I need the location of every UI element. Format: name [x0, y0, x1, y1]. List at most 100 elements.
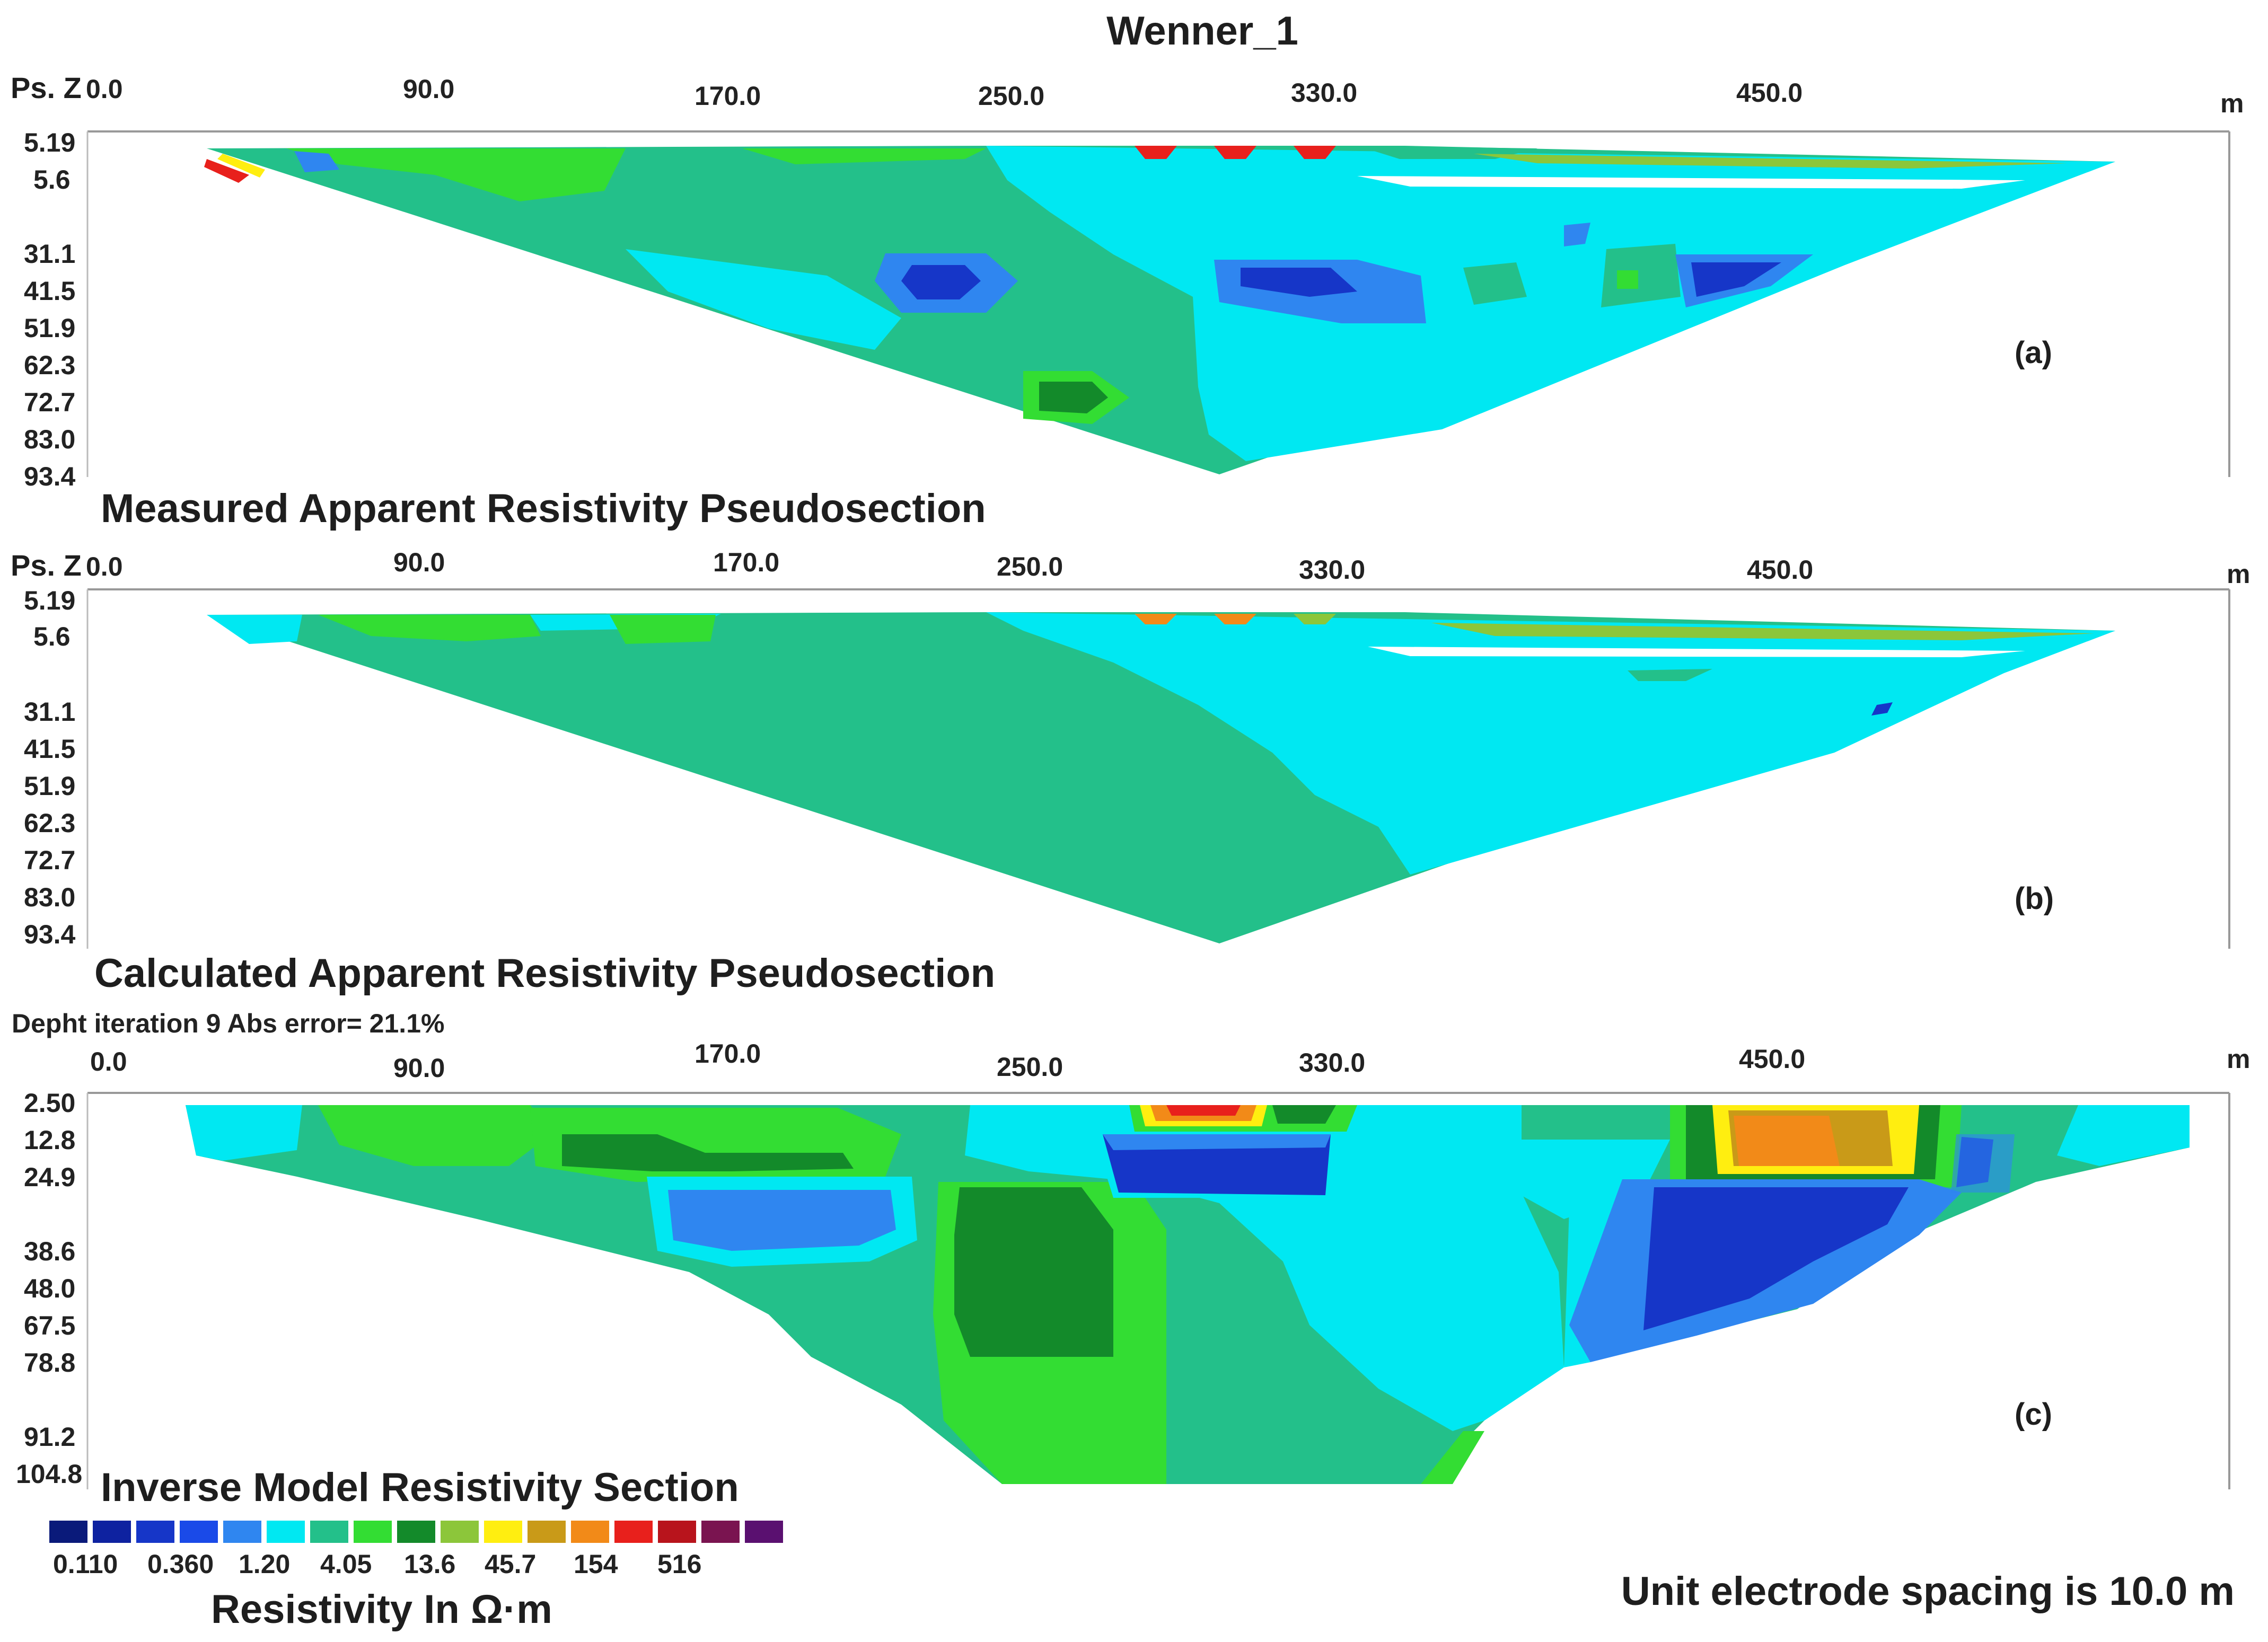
- legend-swatch: [744, 1520, 784, 1544]
- panel-b-x-tick: 0.0: [86, 552, 123, 581]
- panel-c-section: [186, 1105, 2190, 1484]
- panel-c-x-tick: 170.0: [695, 1039, 761, 1069]
- panel-a-region-low: [986, 146, 2115, 461]
- legend-swatch: [222, 1520, 262, 1544]
- panel-a-depth-tick: 31.1: [24, 239, 75, 269]
- panel-a-x-unit: m: [2220, 89, 2244, 118]
- panel-a-x-tick: 330.0: [1291, 78, 1357, 108]
- color-legend: 0.110 0.360 1.20 4.05 13.6 45.7 154 516 …: [48, 1520, 784, 1632]
- panel-b-x-tick: 90.0: [393, 548, 445, 577]
- panel-a-caption: Measured Apparent Resistivity Pseudosect…: [101, 486, 986, 531]
- panel-b-x-tick: 330.0: [1299, 555, 1365, 585]
- electrode-spacing-note: Unit electrode spacing is 10.0 m: [1621, 1569, 2235, 1614]
- legend-tick-label: 4.05: [320, 1549, 372, 1579]
- legend-tick-label: 13.6: [404, 1549, 455, 1579]
- panel-a-depth-tick: 72.7: [24, 387, 75, 417]
- panel-a-region-very-low: [1691, 262, 1781, 297]
- panel-a-region-high-blue: [1564, 223, 1590, 246]
- legend-tick-label: 0.360: [147, 1549, 214, 1579]
- panel-a-section: [204, 146, 2115, 474]
- panel-a-region-low: [626, 249, 901, 350]
- panel-a-depth-axis-label: Ps. Z: [11, 71, 82, 104]
- panel-a-depth-tick: 5.19: [24, 128, 75, 157]
- panel-b-hot-spot: [1294, 614, 1336, 624]
- panel-b-x-tick: 170.0: [713, 548, 779, 577]
- panel-b-depth-tick: 72.7: [24, 845, 75, 875]
- panel-b-caption: Calculated Apparent Resistivity Pseudose…: [94, 951, 995, 996]
- panel-a-depth-ticks: 5.19 5.6 31.1 41.5 51.9 62.3 72.7 83.0 9…: [24, 128, 76, 491]
- panel-b-region-green: [610, 615, 716, 644]
- panel-a-x-tick: 170.0: [695, 81, 761, 111]
- legend-tick-label: 0.110: [53, 1549, 118, 1579]
- panel-c-region-dark-green: [562, 1134, 854, 1171]
- panel-c-depth-tick: 24.9: [24, 1162, 75, 1192]
- legend-swatch: [179, 1520, 219, 1544]
- panel-a-region-very-low: [1241, 268, 1357, 297]
- legend-swatch: [135, 1520, 175, 1544]
- panel-c-x-tick: 330.0: [1299, 1048, 1365, 1078]
- panel-b-depth-tick: 5.19: [24, 586, 75, 615]
- legend-swatch: [700, 1520, 741, 1544]
- panel-a-x-tick: 90.0: [403, 74, 454, 104]
- panel-c-depth-ticks: 2.50 12.8 24.9 38.6 48.0 67.5 78.8 91.2 …: [16, 1088, 82, 1489]
- panel-c-depth-tick: 91.2: [24, 1422, 75, 1452]
- panel-a-hot-spot: [217, 154, 265, 178]
- panel-c-caption: Inverse Model Resistivity Section: [101, 1465, 739, 1510]
- legend-swatch: [526, 1520, 567, 1544]
- legend-swatch: [396, 1520, 436, 1544]
- panel-c-x-unit: m: [2227, 1044, 2250, 1074]
- panel-c-region-high-blue: [1951, 1134, 2015, 1193]
- panel-c-region-green: [1421, 1431, 1484, 1484]
- panel-c-x-tick: 250.0: [997, 1052, 1063, 1082]
- legend-tick-label: 1.20: [239, 1549, 290, 1579]
- panel-b-region-medium: [1628, 669, 1712, 681]
- legend-swatch: [48, 1520, 89, 1544]
- panel-b-depth-tick: 83.0: [24, 882, 75, 912]
- panel-b-x-unit: m: [2227, 559, 2250, 589]
- panel-a-region-green: [286, 148, 626, 201]
- panel-b: Ps. Z 0.0 90.0 170.0 250.0 330.0 450.0 m…: [11, 548, 2250, 996]
- panel-a: Ps. Z 0.0 90.0 170.0 250.0 330.0 450.0 m…: [11, 71, 2244, 531]
- panel-c-depth-tick: 12.8: [24, 1125, 75, 1155]
- legend-swatch: [657, 1520, 697, 1544]
- panel-c-region-red: [1166, 1105, 1241, 1116]
- panel-a-region-very-low: [901, 265, 981, 299]
- panel-c-depth-tick: 38.6: [24, 1237, 75, 1266]
- panel-a-shallow-blue: [294, 151, 339, 172]
- legend-tick-labels: 0.110 0.360 1.20 4.05 13.6 45.7 154 516: [53, 1549, 701, 1579]
- panel-a-hot-spot: [1294, 146, 1336, 159]
- legend-swatch: [266, 1520, 306, 1544]
- panel-a-hot-spot: [1214, 146, 1256, 159]
- panel-b-hot-spot: [1135, 614, 1177, 624]
- panel-c-region-very-low: [1643, 1187, 1909, 1330]
- panel-b-x-ticks: 0.0 90.0 170.0 250.0 330.0 450.0 m: [86, 548, 2250, 589]
- panel-c-x-tick: 90.0: [393, 1053, 445, 1083]
- legend-title: Resistivity In Ω·m: [211, 1587, 552, 1632]
- legend-swatch: [613, 1520, 654, 1544]
- panel-b-depth-tick: 51.9: [24, 771, 75, 801]
- panel-a-region-medium: [1463, 262, 1527, 305]
- panel-b-depth-tick: 62.3: [24, 808, 75, 838]
- panel-b-depth-tick: 93.4: [24, 920, 76, 949]
- legend-swatch: [570, 1520, 610, 1544]
- panel-b-depth-ticks: 5.19 5.6 31.1 41.5 51.9 62.3 72.7 83.0 9…: [24, 586, 76, 949]
- panel-b-region-high-blue: [1871, 702, 1893, 716]
- legend-swatch: [483, 1520, 523, 1544]
- panel-a-region-cut: [1357, 176, 2025, 189]
- legend-tick-label: 154: [574, 1549, 618, 1579]
- panel-a-x-ticks: 0.0 90.0 170.0 250.0 330.0 450.0 m: [86, 74, 2244, 118]
- panel-b-section: [207, 612, 2115, 943]
- panel-b-region-green: [318, 615, 541, 641]
- panel-c-region-low: [965, 1105, 1564, 1431]
- legend-swatch: [439, 1520, 480, 1544]
- panel-c-region-high-blue: [668, 1190, 896, 1251]
- panel-a-depth-tick: 5.6: [33, 165, 71, 195]
- panel-a-region-green: [1617, 270, 1638, 289]
- panel-c-depth-tick: 2.50: [24, 1088, 75, 1118]
- panel-c-x-ticks: 0.0 90.0 170.0 250.0 330.0 450.0 m: [90, 1039, 2250, 1083]
- panel-b-region-low: [986, 612, 2115, 875]
- panel-a-depth-tick: 41.5: [24, 276, 75, 306]
- panel-b-region-cut: [1368, 647, 2025, 657]
